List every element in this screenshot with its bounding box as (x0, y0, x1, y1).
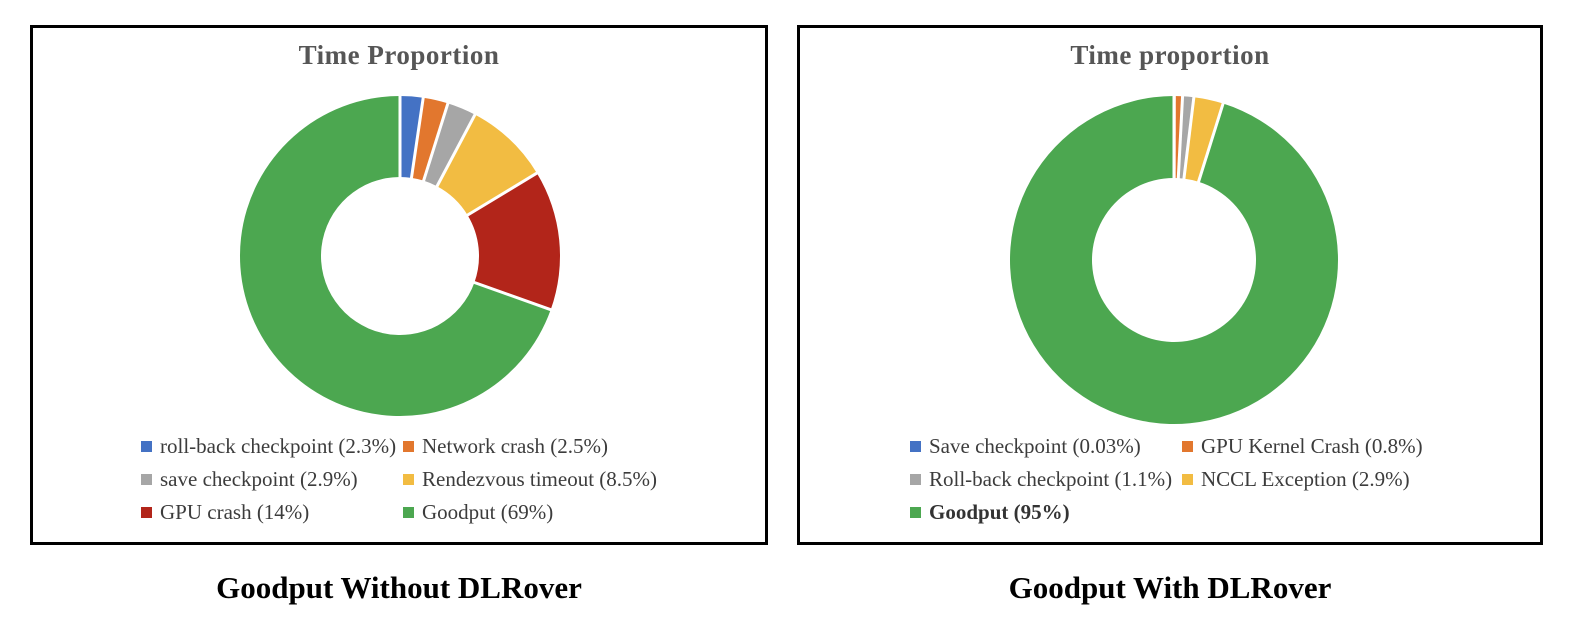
slice-gap (1182, 95, 1196, 182)
legend-item: Save checkpoint (0.03%) (910, 434, 1182, 459)
legend-swatch-icon (910, 474, 921, 485)
donut-chart (1010, 94, 1338, 424)
donut-slice (1183, 97, 1224, 182)
legend-swatch-icon (141, 507, 152, 518)
slice-gap (471, 280, 553, 312)
donut-slice (423, 103, 475, 187)
donut-slice (240, 96, 551, 416)
legend-label: GPU Kernel Crash (0.8%) (1201, 434, 1423, 458)
legend-label: NCCL Exception (2.9%) (1201, 467, 1410, 491)
legend-item: Goodput (69%) (403, 500, 657, 525)
chart-legend: Save checkpoint (0.03%) GPU Kernel Crash … (910, 430, 1423, 529)
donut-chart (240, 94, 560, 416)
figure-caption-with-dlrover: Goodput With DLRover (1008, 570, 1332, 605)
legend-swatch-icon (1182, 441, 1193, 452)
legend-label: GPU crash (14%) (160, 500, 310, 524)
donut-slice (400, 96, 424, 178)
slice-gap (409, 95, 425, 182)
chart-legend: roll-back checkpoint (2.3%) Network crash… (141, 430, 657, 529)
legend-item: GPU crash (14%) (141, 500, 403, 525)
slice-gap (434, 112, 478, 190)
donut-slice (1010, 96, 1338, 424)
legend-label: Goodput (69%) (422, 500, 554, 524)
legend-label: roll-back checkpoint (2.3%) (160, 434, 397, 458)
chart-panel-with-dlrover: Time proportion Save checkpoint (0.03%) G… (797, 25, 1543, 545)
legend-label: Goodput (95%) (929, 500, 1070, 524)
legend-swatch-icon (403, 474, 414, 485)
legend-label: Network crash (2.5%) (422, 434, 609, 458)
chart-title: Time Proportion (298, 40, 500, 70)
slice-gap (464, 171, 539, 218)
chart-title: Time proportion (1070, 40, 1270, 70)
legend-swatch-icon (141, 441, 152, 452)
legend-label: Rendezvous timeout (8.5%) (422, 467, 658, 491)
legend-swatch-icon (403, 507, 414, 518)
legend-item: Rendezvous timeout (8.5%) (403, 467, 657, 492)
slice-gap (421, 101, 450, 184)
legend-item: NCCL Exception (2.9%) (1182, 467, 1423, 492)
figure-caption-without-dlrover: Goodput Without DLRover (216, 570, 582, 605)
legend-item: Roll-back checkpoint (1.1%) (910, 467, 1182, 492)
legend-item: roll-back checkpoint (2.3%) (141, 434, 403, 459)
donut-slice (467, 173, 560, 310)
slice-gap (1196, 101, 1225, 186)
legend-item: Goodput (95%) (910, 500, 1182, 525)
legend-label: save checkpoint (2.9%) (160, 467, 358, 491)
legend-swatch-icon (141, 474, 152, 485)
legend-swatch-icon (1182, 474, 1193, 485)
slice-gap (1176, 94, 1185, 182)
chart-panel-without-dlrover: Time Proportion roll-back checkpoint (2.… (30, 25, 768, 545)
legend-label: Save checkpoint (0.03%) (929, 434, 1141, 458)
legend-item: Network crash (2.5%) (403, 434, 657, 459)
legend-item: save checkpoint (2.9%) (141, 467, 403, 492)
legend-swatch-icon (910, 507, 921, 518)
legend-item: GPU Kernel Crash (0.8%) (1182, 434, 1423, 459)
legend-label: Roll-back checkpoint (1.1%) (929, 467, 1173, 491)
legend-swatch-icon (403, 441, 414, 452)
legend-swatch-icon (910, 441, 921, 452)
